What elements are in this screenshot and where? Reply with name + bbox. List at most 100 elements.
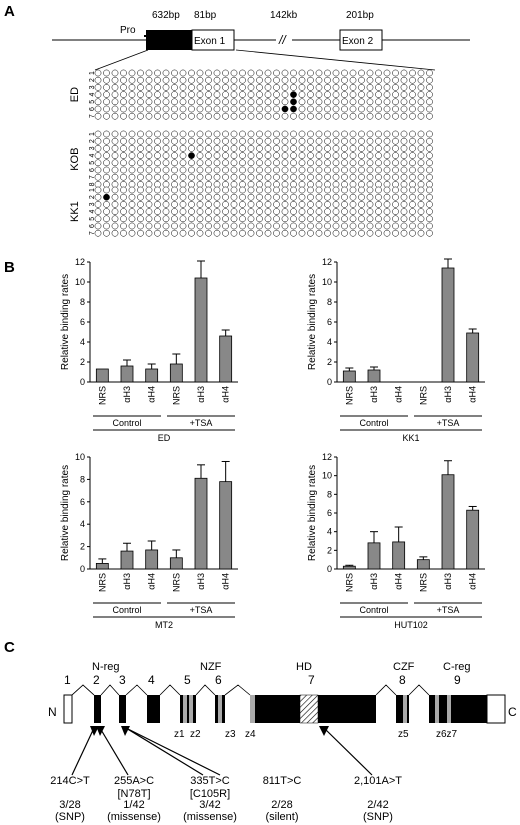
cpg-unmethylated: [137, 76, 144, 84]
cpg-unmethylated: [103, 222, 110, 230]
cpg-unmethylated: [349, 69, 357, 77]
cpg-unmethylated: [256, 166, 263, 174]
cpg-unmethylated: [247, 222, 255, 230]
cpg-unmethylated: [417, 98, 425, 106]
cpg-unmethylated: [392, 159, 399, 167]
cpg-methylated: [290, 91, 297, 98]
cpg-unmethylated: [392, 229, 399, 237]
cpg-unmethylated: [341, 186, 348, 194]
cpg-unmethylated: [103, 208, 110, 215]
cpg-unmethylated: [111, 69, 119, 77]
cpg-unmethylated: [171, 186, 178, 194]
cpg-unmethylated: [128, 208, 136, 215]
cpg-unmethylated: [290, 84, 297, 91]
cpg-unmethylated: [307, 201, 314, 208]
cpg-unmethylated: [426, 98, 433, 106]
mutation-list: 214C>T3/28(SNP)255A>C[N78T]1/42(missense…: [50, 775, 402, 823]
cpg-unmethylated: [179, 98, 187, 106]
cpg-unmethylated: [366, 105, 374, 113]
cpg-unmethylated: [239, 84, 246, 91]
cpg-unmethylated: [392, 152, 399, 159]
cpg-unmethylated: [239, 222, 246, 230]
cpg-unmethylated: [111, 159, 119, 167]
cpg-unmethylated: [162, 159, 170, 167]
y-tick-label: 10: [75, 277, 85, 287]
cpg-unmethylated: [298, 173, 306, 181]
cpg-unmethylated: [111, 201, 119, 208]
cpg-unmethylated: [315, 91, 323, 98]
cpg-unmethylated: [290, 76, 297, 84]
region-nzf: NZF: [200, 661, 222, 673]
cpg-unmethylated: [307, 137, 314, 145]
cpg-unmethylated: [162, 145, 170, 152]
cpg-unmethylated: [298, 166, 306, 174]
cpg-unmethylated: [162, 98, 170, 106]
cpg-unmethylated: [137, 222, 144, 230]
cpg-unmethylated: [358, 84, 365, 91]
cpg-unmethylated: [171, 215, 178, 223]
mutation-type: (silent): [265, 811, 298, 823]
cpg-unmethylated: [392, 91, 399, 98]
exon-block-1: [63, 694, 73, 724]
cpg-unmethylated: [222, 152, 229, 159]
cpg-unmethylated: [366, 159, 374, 167]
category-label: αH3: [443, 386, 453, 403]
cpg-unmethylated: [400, 112, 408, 120]
cpg-unmethylated: [426, 91, 433, 98]
cpg-unmethylated: [247, 69, 255, 77]
bar: [392, 541, 406, 570]
cpg-unmethylated: [145, 181, 153, 188]
cpg-unmethylated: [179, 229, 187, 237]
cpg-unmethylated: [315, 208, 323, 215]
cpg-unmethylated: [247, 76, 255, 84]
cpg-unmethylated: [409, 145, 416, 152]
cpg-unmethylated: [281, 91, 289, 98]
y-tick-label: 2: [80, 357, 85, 367]
cpg-unmethylated: [426, 229, 433, 237]
cpg-unmethylated: [213, 145, 221, 152]
cpg-unmethylated: [264, 173, 272, 181]
cpg-unmethylated: [137, 166, 144, 174]
cpg-unmethylated: [222, 173, 229, 181]
cell-line-label: MT2: [155, 620, 173, 630]
cpg-unmethylated: [383, 208, 391, 215]
cpg-unmethylated: [103, 145, 110, 152]
zoom-line-left: [94, 49, 149, 71]
cpg-unmethylated: [154, 152, 161, 159]
cpg-unmethylated: [247, 98, 255, 106]
cpg-unmethylated: [137, 130, 144, 138]
bar: [120, 550, 134, 570]
cpg-unmethylated: [128, 91, 136, 98]
cpg-block-ed: ED 1 2 3 4 5 6 7: [69, 69, 433, 120]
cpg-unmethylated: [383, 215, 391, 223]
cpg-unmethylated: [315, 105, 323, 113]
y-axis-label: Relative binding rates: [307, 465, 318, 561]
cpg-unmethylated: [171, 173, 178, 181]
cpg-unmethylated: [400, 84, 408, 91]
y-tick-label: 2: [327, 357, 332, 367]
cpg-unmethylated: [273, 84, 280, 91]
cpg-unmethylated: [111, 112, 119, 120]
cpg-unmethylated: [281, 215, 289, 223]
cpg-unmethylated: [94, 173, 102, 181]
cpg-unmethylated: [179, 84, 187, 91]
cpg-unmethylated: [179, 186, 187, 194]
promoter-box: [146, 30, 192, 50]
cpg-unmethylated: [103, 105, 110, 113]
cpg-unmethylated: [154, 69, 161, 77]
cpg-unmethylated: [256, 193, 263, 201]
binding-charts: 0 2 4 6 8 10 12 Relative binding rates NRS αH3 αH4…: [60, 257, 485, 630]
region-czf: CZF: [393, 661, 415, 673]
zf-label-z3: z3: [225, 729, 236, 740]
cpg-unmethylated: [426, 84, 433, 91]
cpg-unmethylated: [366, 84, 374, 91]
cpg-unmethylated: [188, 222, 195, 230]
cpg-unmethylated: [247, 159, 255, 167]
cpg-unmethylated: [162, 222, 170, 230]
cpg-unmethylated: [341, 181, 348, 188]
cpg-unmethylated: [179, 201, 187, 208]
cpg-unmethylated: [213, 105, 221, 113]
pro-label: Pro: [120, 25, 136, 36]
cpg-unmethylated: [205, 215, 212, 223]
cpg-unmethylated: [128, 112, 136, 120]
